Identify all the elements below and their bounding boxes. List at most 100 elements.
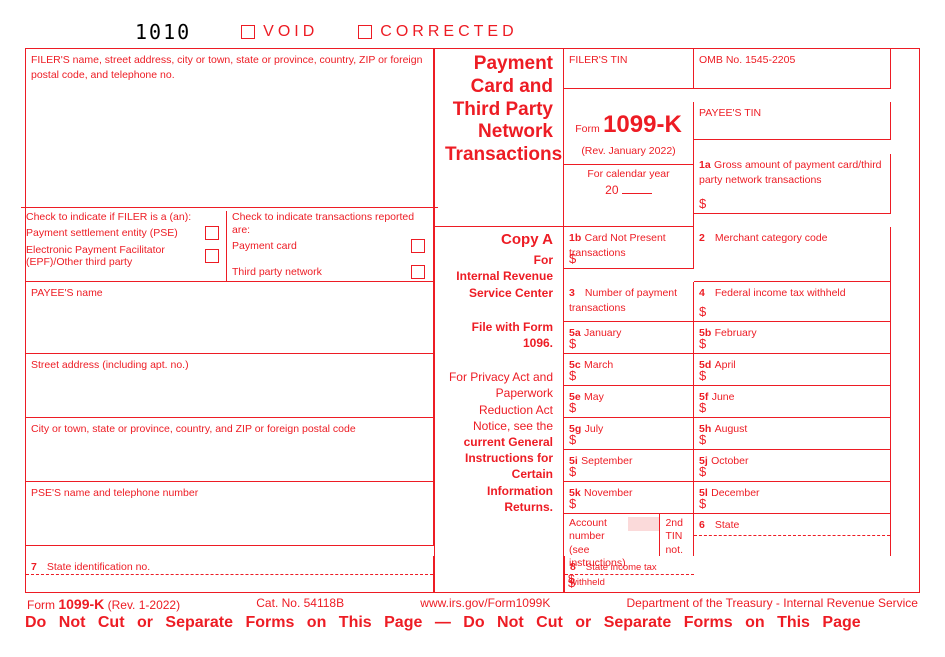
box-1a[interactable]: 1a Gross amount of payment card/third pa…	[694, 154, 891, 214]
box-7-num: 7	[31, 561, 37, 573]
privacy-text: For Privacy Act and Paperwork Reduction …	[449, 370, 553, 433]
city-cell[interactable]: City or town, state or province, country…	[26, 418, 434, 482]
filers-tin-label: FILER'S TIN	[569, 54, 627, 66]
box-4[interactable]: 4 Federal income tax withheld $	[694, 282, 891, 322]
file-1096: File with Form 1096.	[445, 319, 553, 351]
epf-label: Electronic Payment Facilitator (EPF)/Oth…	[26, 244, 176, 268]
dashed-divider	[565, 574, 694, 575]
calendar-year-input[interactable]	[622, 193, 652, 194]
box-2-label: Merchant category code	[715, 232, 828, 244]
box-5j[interactable]: 5j October$	[694, 450, 891, 482]
box-6-label: State	[715, 519, 740, 531]
street-cell[interactable]: Street address (including apt. no.)	[26, 354, 434, 418]
box-5l[interactable]: 5l December$	[694, 482, 891, 514]
filers-tin-cell[interactable]: FILER'S TIN	[564, 49, 694, 89]
pse-label: Payment settlement entity (PSE)	[26, 227, 178, 239]
box-5b[interactable]: 5b February$	[694, 322, 891, 354]
foot-dept: Department of the Treasury - Internal Re…	[627, 596, 918, 612]
privacy-bold: current General Instructions for Certain…	[464, 435, 553, 514]
box-8[interactable]: 8 State income tax withheld $ $	[564, 556, 694, 592]
pse-checkbox[interactable]	[205, 226, 219, 240]
month-5d: April	[715, 359, 736, 371]
foot-form-code: 1099-K	[58, 596, 104, 612]
calendar-year-label: For calendar year	[569, 168, 688, 181]
calendar-year-prefix: 20	[605, 183, 618, 197]
box-3-label: Number of payment transactions	[569, 287, 677, 314]
month-5h: August	[715, 423, 748, 435]
payee-name-cell[interactable]: PAYEE'S name	[26, 282, 434, 354]
void-label: VOID	[263, 23, 318, 41]
thirdparty-label: Third party network	[232, 266, 322, 278]
box-1b-num: 1b	[569, 232, 581, 244]
box-3[interactable]: 3 Number of payment transactions	[564, 282, 694, 322]
box-2[interactable]: 2 Merchant category code	[694, 227, 891, 282]
foot-rev: (Rev. 1-2022)	[108, 598, 180, 612]
box-5f[interactable]: 5f June$	[694, 386, 891, 418]
acct-mask	[628, 517, 660, 531]
foot-form-word: Form	[27, 598, 55, 612]
irs-center: Internal Revenue Service Center	[445, 268, 553, 300]
epf-checkbox[interactable]	[205, 249, 219, 263]
corrected-label: CORRECTED	[380, 23, 517, 41]
box-2-num: 2	[699, 232, 705, 244]
pse-name-label: PSE'S name and telephone number	[31, 487, 198, 499]
month-5a: January	[584, 327, 621, 339]
box-7[interactable]: 7 State identification no.	[26, 556, 434, 592]
dollar-sign: $	[699, 304, 706, 319]
form-code: 1099-K	[603, 111, 682, 138]
payees-tin-label: PAYEE'S TIN	[699, 107, 761, 119]
box-5k[interactable]: 5k November$	[564, 482, 694, 514]
pse-name-cell[interactable]: PSE'S name and telephone number	[26, 482, 434, 546]
check-filer-label: Check to indicate if FILER is a (an):	[26, 211, 227, 224]
box-4-label: Federal income tax withheld	[715, 287, 846, 299]
acct-cell[interactable]: Account number (see instructions) 2nd TI…	[564, 514, 694, 556]
box-5a[interactable]: 5a January$	[564, 322, 694, 354]
form-title: Payment Card and Third Party Network Tra…	[445, 53, 553, 167]
box-5h[interactable]: 5h August$	[694, 418, 891, 450]
box-7-label: State identification no.	[47, 561, 150, 573]
copy-a: Copy A	[445, 231, 553, 248]
month-5g: July	[585, 423, 604, 435]
dashed-divider	[694, 535, 890, 536]
second-tin-label: 2nd TIN not.	[659, 514, 688, 556]
form-body: FILER'S name, street address, city or to…	[25, 48, 920, 593]
paycard-checkbox[interactable]	[411, 239, 425, 253]
box-1b[interactable]: 1b Card Not Present transactions $	[564, 227, 694, 269]
box-1a-label: Gross amount of payment card/third party…	[699, 159, 882, 186]
title-cell: Payment Card and Third Party Network Tra…	[434, 49, 564, 227]
payees-tin-cell[interactable]: PAYEE'S TIN	[694, 102, 891, 140]
corrected-checkbox[interactable]	[358, 25, 372, 39]
filer-address-label: FILER'S name, street address, city or to…	[31, 54, 422, 81]
omb-cell: OMB No. 1545-2205	[694, 49, 891, 89]
for-label: For	[534, 253, 553, 267]
payee-name-label: PAYEE'S name	[31, 287, 103, 299]
box-5g[interactable]: 5g July$	[564, 418, 694, 450]
box-5i[interactable]: 5i September$	[564, 450, 694, 482]
dashed-divider	[26, 574, 433, 575]
form-rev: (Rev. January 2022)	[569, 139, 688, 158]
box-5d[interactable]: 5d April$	[694, 354, 891, 386]
month-5e: May	[584, 391, 604, 403]
box-5c[interactable]: 5c March$	[564, 354, 694, 386]
month-5f: June	[712, 391, 735, 403]
box-4-num: 4	[699, 287, 705, 299]
city-label: City or town, state or province, country…	[31, 423, 356, 435]
void-checkbox[interactable]	[241, 25, 255, 39]
box-6-num: 6	[699, 519, 705, 531]
paycard-label: Payment card	[232, 240, 297, 252]
month-5l: December	[711, 487, 759, 499]
form-word: Form	[575, 123, 600, 135]
box-6[interactable]: 6 State	[694, 514, 891, 556]
footer-row: Form 1099-K (Rev. 1-2022) Cat. No. 54118…	[25, 593, 920, 612]
street-label: Street address (including apt. no.)	[31, 359, 189, 371]
omb-label: OMB No. 1545-2205	[699, 54, 795, 66]
dollar-sign: $	[699, 196, 706, 211]
box-5e[interactable]: 5e May$	[564, 386, 694, 418]
box-3-num: 3	[569, 287, 575, 299]
thirdparty-checkbox[interactable]	[411, 265, 425, 279]
box-1b-label: Card Not Present transactions	[569, 232, 666, 259]
month-5c: March	[584, 359, 613, 371]
foot-cat: Cat. No. 54118B	[256, 596, 344, 612]
filer-address-block[interactable]: FILER'S name, street address, city or to…	[26, 49, 434, 282]
box-1a-num: 1a	[699, 159, 711, 171]
